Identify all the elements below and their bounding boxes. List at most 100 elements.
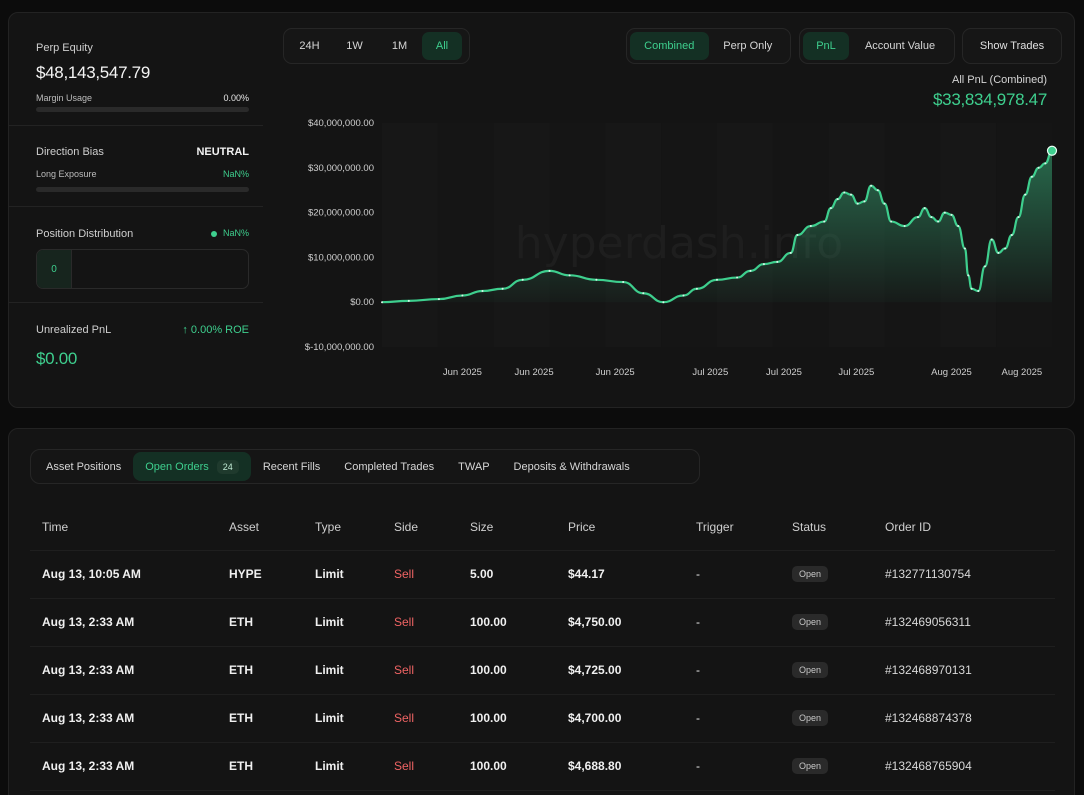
data-point: [682, 294, 685, 297]
column-header-type[interactable]: Type: [303, 504, 382, 551]
tab-asset-positions[interactable]: Asset Positions: [46, 460, 122, 473]
y-tick-label: $0.00: [350, 297, 374, 308]
order-size: 100.00: [458, 598, 556, 647]
metric-pnl-button[interactable]: PnL: [803, 32, 849, 60]
metric-account-value-button[interactable]: Account Value: [864, 40, 936, 52]
position-distribution-value: NaN%: [210, 228, 249, 238]
column-header-price[interactable]: Price: [556, 504, 684, 551]
direction-bias-value: NEUTRAL: [196, 146, 249, 158]
data-point: [990, 238, 993, 241]
order-type: Limit: [303, 550, 382, 599]
tab-twap[interactable]: TWAP: [458, 460, 490, 473]
table-row[interactable]: Aug 13, 10:05 AM HYPE Limit Sell 5.00 $4…: [30, 550, 1055, 599]
perp-equity-label: Perp Equity: [36, 42, 93, 54]
column-header-time[interactable]: Time: [30, 504, 217, 551]
order-asset: ETH: [217, 742, 303, 791]
direction-bias-section: Direction Bias NEUTRAL Long Exposure NaN…: [9, 126, 263, 207]
data-point: [1044, 162, 1047, 165]
order-status-cell: Open: [780, 694, 873, 743]
order-time: Aug 13, 2:33 AM: [30, 742, 217, 791]
dot-icon: [210, 230, 217, 237]
data-point: [461, 294, 464, 297]
table-row[interactable]: Aug 13, 2:33 AM ETH Limit Sell 100.00 $4…: [30, 646, 1055, 695]
data-point: [501, 287, 504, 290]
order-type: Limit: [303, 598, 382, 647]
scope-combined-button[interactable]: Combined: [630, 32, 709, 60]
margin-usage-value: 0.00%: [223, 93, 249, 103]
scope-perp-only-button[interactable]: Perp Only: [723, 40, 773, 52]
status-badge: Open: [792, 614, 829, 630]
status-badge: Open: [792, 758, 829, 774]
column-header-asset[interactable]: Asset: [217, 504, 303, 551]
margin-usage-bar: [36, 107, 249, 112]
table-row[interactable]: Aug 13, 2:33 AM ETH Limit Sell 100.00 $4…: [30, 742, 1055, 791]
order-status-cell: Open: [780, 598, 873, 647]
order-id: #132468874378: [873, 694, 1055, 743]
unrealized-pnl-value: $0.00: [36, 349, 78, 368]
position-distribution-bar[interactable]: 0: [36, 249, 249, 289]
pnl-chart[interactable]: hyperdash.info $40,000,000.00$30,000,000…: [9, 13, 1074, 407]
metric-selector: PnL Account Value: [799, 28, 955, 64]
grid-band: [717, 123, 773, 347]
table-row[interactable]: Aug 13, 2:33 AM ETH Limit Sell 100.00 $4…: [30, 694, 1055, 743]
pnl-total-value: $33,834,978.47: [933, 90, 1047, 109]
data-point: [1017, 216, 1020, 219]
order-id: #132469056311: [873, 598, 1055, 647]
order-size: 100.00: [458, 742, 556, 791]
long-exposure-value: NaN%: [222, 169, 249, 179]
y-tick-label: $10,000,000.00: [308, 252, 374, 263]
order-trigger: -: [684, 742, 780, 791]
timeframe-1m-button[interactable]: 1M: [391, 40, 408, 52]
data-point: [1024, 193, 1027, 196]
table-header-row: Time Asset Type Side Size Price Trigger …: [30, 504, 1055, 551]
latest-point: [1046, 145, 1058, 156]
data-point: [923, 207, 926, 210]
column-header-trigger[interactable]: Trigger: [684, 504, 780, 551]
order-side: Sell: [382, 598, 458, 647]
x-tick-label: Aug 2025: [1002, 367, 1043, 378]
orders-panel: Asset Positions Open Orders 24 Recent Fi…: [8, 428, 1075, 795]
tab-open-orders[interactable]: Open Orders 24: [133, 452, 251, 481]
order-side: Sell: [382, 694, 458, 743]
tab-recent-fills[interactable]: Recent Fills: [262, 460, 321, 473]
open-orders-table: Time Asset Type Side Size Price Trigger …: [30, 504, 1055, 791]
unrealized-pnl-roe: ↑ 0.00% ROE: [182, 324, 249, 336]
data-point: [595, 278, 598, 281]
table-row[interactable]: Aug 13, 2:33 AM ETH Limit Sell 100.00 $4…: [30, 598, 1055, 647]
perp-equity-section: Perp Equity $48,143,547.79 Margin Usage …: [9, 13, 263, 126]
status-badge: Open: [792, 566, 829, 582]
direction-bias-label: Direction Bias: [36, 146, 104, 158]
order-price: $4,700.00: [556, 694, 684, 743]
order-price: $4,688.80: [556, 742, 684, 791]
column-header-status[interactable]: Status: [780, 504, 873, 551]
y-axis: $40,000,000.00 $30,000,000.00 $20,000,000.…: [305, 118, 374, 353]
data-point: [381, 301, 383, 304]
y-tick-label: $40,000,000.00: [308, 118, 374, 129]
unrealized-pnl-label: Unrealized PnL: [36, 324, 112, 336]
data-point: [850, 193, 852, 196]
data-point: [856, 202, 859, 205]
order-asset: HYPE: [217, 550, 303, 599]
timeframe-24h-button[interactable]: 24H: [299, 40, 320, 52]
tab-completed-trades[interactable]: Completed Trades: [344, 460, 435, 473]
position-distribution-percent: NaN%: [222, 228, 249, 238]
order-status-cell: Open: [780, 550, 873, 599]
order-trigger: -: [684, 550, 780, 599]
timeframe-all-button[interactable]: All: [422, 32, 462, 60]
tab-deposits-withdrawals[interactable]: Deposits & Withdrawals: [513, 460, 630, 473]
data-point: [437, 298, 440, 301]
column-header-size[interactable]: Size: [458, 504, 556, 551]
order-status-cell: Open: [780, 646, 873, 695]
data-point: [876, 189, 879, 192]
timeframe-1w-button[interactable]: 1W: [346, 40, 363, 52]
data-point: [716, 278, 718, 281]
column-header-side[interactable]: Side: [382, 504, 458, 551]
long-exposure-label: Long Exposure: [36, 169, 97, 179]
data-point: [662, 301, 665, 304]
show-trades-button[interactable]: Show Trades: [962, 28, 1062, 64]
order-type: Limit: [303, 694, 382, 743]
order-side: Sell: [382, 742, 458, 791]
x-tick-label: Aug 2025: [931, 367, 972, 378]
column-header-order-id[interactable]: Order ID: [873, 504, 1055, 551]
pnl-points: [381, 145, 1058, 304]
